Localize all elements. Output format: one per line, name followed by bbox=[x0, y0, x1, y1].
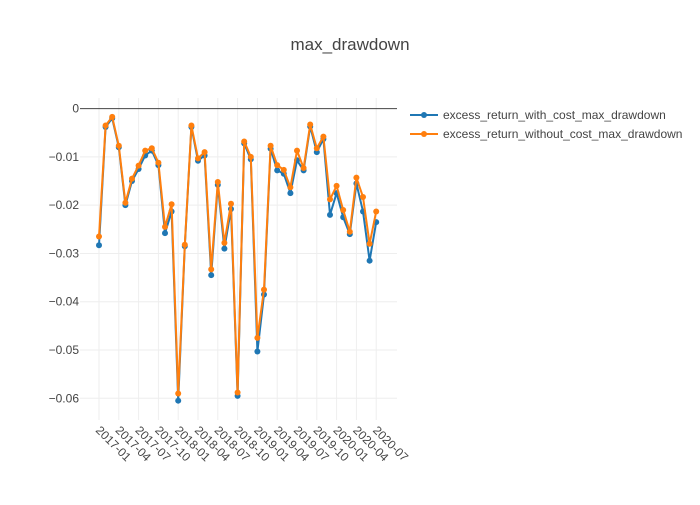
data-point[interactable] bbox=[96, 242, 102, 249]
legend[interactable]: excess_return_with_cost_max_drawdownexce… bbox=[410, 108, 682, 141]
data-point[interactable] bbox=[254, 348, 261, 355]
data-point[interactable] bbox=[274, 167, 281, 174]
data-point[interactable] bbox=[287, 184, 294, 191]
data-point[interactable] bbox=[327, 196, 333, 203]
y-tick-label: −0.01 bbox=[49, 150, 80, 164]
data-point[interactable] bbox=[175, 397, 182, 404]
data-point[interactable] bbox=[254, 334, 261, 341]
data-point[interactable] bbox=[122, 199, 129, 206]
y-tick-label: −0.03 bbox=[49, 246, 80, 260]
data-point[interactable] bbox=[287, 190, 294, 197]
series-without-cost bbox=[96, 113, 380, 397]
data-point[interactable] bbox=[366, 257, 373, 264]
data-point[interactable] bbox=[366, 240, 373, 247]
data-point[interactable] bbox=[274, 162, 281, 169]
data-point[interactable] bbox=[247, 153, 254, 160]
legend-label: excess_return_without_cost_max_drawdown bbox=[443, 127, 682, 141]
data-point[interactable] bbox=[300, 165, 307, 171]
data-point[interactable] bbox=[346, 228, 353, 235]
data-point[interactable] bbox=[313, 145, 320, 152]
data-point[interactable] bbox=[109, 113, 116, 120]
data-point[interactable] bbox=[360, 193, 366, 200]
data-point[interactable] bbox=[221, 245, 228, 252]
data-point[interactable] bbox=[155, 159, 162, 166]
data-point[interactable] bbox=[294, 147, 300, 154]
y-tick-label: −0.06 bbox=[49, 391, 80, 405]
data-point[interactable] bbox=[280, 166, 287, 173]
data-point[interactable] bbox=[214, 179, 221, 185]
data-point[interactable] bbox=[307, 121, 314, 128]
data-point[interactable] bbox=[188, 122, 195, 129]
data-point[interactable] bbox=[228, 200, 234, 207]
data-point[interactable] bbox=[208, 272, 215, 279]
data-point[interactable] bbox=[333, 182, 340, 189]
data-point[interactable] bbox=[241, 138, 248, 145]
y-tick-label: −0.02 bbox=[49, 198, 80, 212]
y-axis: 0 −0.01 −0.02 −0.03 −0.04 −0.05 −0.06 bbox=[49, 102, 80, 406]
data-point[interactable] bbox=[142, 147, 149, 154]
legend-item[interactable]: excess_return_without_cost_max_drawdown bbox=[410, 127, 682, 141]
data-point[interactable] bbox=[373, 208, 380, 215]
data-point[interactable] bbox=[115, 142, 122, 149]
data-point[interactable] bbox=[175, 390, 182, 397]
chart-title: max_drawdown bbox=[290, 35, 409, 54]
data-point[interactable] bbox=[234, 389, 241, 396]
y-tick-label: −0.05 bbox=[49, 343, 80, 357]
data-point[interactable] bbox=[168, 201, 175, 208]
data-point[interactable] bbox=[267, 142, 274, 149]
data-point[interactable] bbox=[340, 207, 347, 213]
y-tick-label: 0 bbox=[72, 102, 79, 116]
data-point[interactable] bbox=[320, 133, 327, 140]
plot-area bbox=[96, 113, 380, 404]
data-point[interactable] bbox=[195, 155, 201, 162]
data-point[interactable] bbox=[201, 149, 208, 156]
data-point[interactable] bbox=[221, 239, 228, 246]
data-point[interactable] bbox=[181, 241, 188, 248]
data-point[interactable] bbox=[261, 286, 267, 293]
legend-swatch-marker bbox=[421, 131, 427, 137]
data-point[interactable] bbox=[135, 162, 142, 169]
legend-swatch-marker bbox=[421, 112, 427, 118]
data-point[interactable] bbox=[162, 230, 168, 237]
data-point[interactable] bbox=[327, 211, 333, 218]
x-axis: 2017-012017-042017-072017-102018-012018-… bbox=[93, 423, 411, 464]
data-point[interactable] bbox=[208, 266, 215, 273]
data-point[interactable] bbox=[162, 223, 168, 230]
data-point[interactable] bbox=[96, 233, 102, 240]
y-tick-label: −0.04 bbox=[49, 295, 80, 309]
data-point[interactable] bbox=[102, 122, 109, 129]
data-point[interactable] bbox=[129, 175, 135, 182]
data-point[interactable] bbox=[353, 174, 360, 181]
legend-label: excess_return_with_cost_max_drawdown bbox=[443, 108, 666, 122]
legend-item[interactable]: excess_return_with_cost_max_drawdown bbox=[410, 108, 666, 122]
data-point[interactable] bbox=[148, 145, 155, 152]
